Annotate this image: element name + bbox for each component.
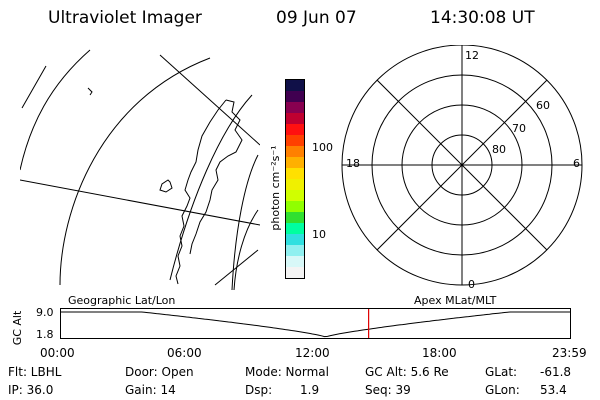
latitude-arc	[59, 57, 211, 286]
coastline	[175, 99, 227, 285]
dsp-label: Dsp:	[245, 383, 273, 397]
sequence-number: Seq: 39	[365, 383, 411, 397]
coastline	[159, 179, 173, 193]
header-date: 09 Jun 07	[276, 8, 357, 28]
timeline-ylabel: GC Alt	[11, 310, 24, 346]
mode-value: Mode: Normal	[245, 365, 329, 379]
header-time: 14:30:08 UT	[430, 8, 535, 28]
colorbar-tick-label: 10	[312, 228, 326, 241]
geographic-map	[20, 49, 260, 290]
lat-label-60: 60	[536, 99, 550, 112]
time-tick-label: 23:59	[552, 346, 587, 360]
mlt-label-12: 12	[465, 49, 479, 62]
glon-label: GLon:	[485, 383, 520, 397]
polar-mlt-plot: 12 18 6 0 60 70 80	[341, 45, 583, 290]
altitude-curve	[60, 311, 571, 338]
timeline-ymin: 1.8	[36, 328, 54, 341]
filter-value: Flt: LBHL	[8, 365, 62, 379]
latitude-arc	[233, 209, 259, 290]
gc-altitude: GC Alt: 5.6 Re	[365, 365, 449, 379]
time-tick-label: 00:00	[40, 346, 75, 360]
gain-value: Gain: 14	[125, 383, 176, 397]
latitude-arc	[20, 49, 91, 171]
glat-value: -61.8	[540, 365, 572, 379]
color-scale-bar	[285, 79, 305, 279]
time-tick-label: 12:00	[295, 346, 330, 360]
instrument-title: Ultraviolet Imager	[48, 8, 202, 28]
glon-value: 53.4	[540, 383, 567, 397]
longitude-line	[214, 249, 259, 286]
time-tick-label: 18:00	[422, 346, 457, 360]
coastline	[189, 99, 243, 255]
lat-label-70: 70	[512, 122, 526, 135]
longitude-line	[20, 179, 260, 226]
glat-label: GLat:	[485, 365, 518, 379]
time-tick-label: 06:00	[167, 346, 202, 360]
latitude-arc	[169, 94, 253, 281]
timeline-right-title: Apex MLat/MLT	[414, 294, 497, 307]
longitude-line	[159, 54, 260, 146]
island-outline	[87, 87, 93, 96]
dsp-value: 1.9	[300, 383, 320, 397]
longitude-line	[21, 65, 47, 109]
altitude-timeline	[60, 308, 571, 339]
door-status: Door: Open	[125, 365, 194, 379]
mlt-label-6: 6	[573, 157, 580, 170]
colorbar-tick-label: 100	[312, 141, 333, 154]
mlt-label-18: 18	[346, 157, 360, 170]
timeline-ymax: 9.0	[36, 306, 54, 319]
timeline-left-title: Geographic Lat/Lon	[68, 294, 176, 307]
colorbar-units-label: photon cm⁻²s⁻¹	[269, 145, 282, 231]
timeline-frame	[60, 308, 571, 339]
mlt-label-0: 0	[468, 278, 475, 290]
ip-value: IP: 36.0	[8, 383, 54, 397]
polar-diagonal	[376, 79, 548, 251]
lat-label-80: 80	[492, 143, 506, 156]
